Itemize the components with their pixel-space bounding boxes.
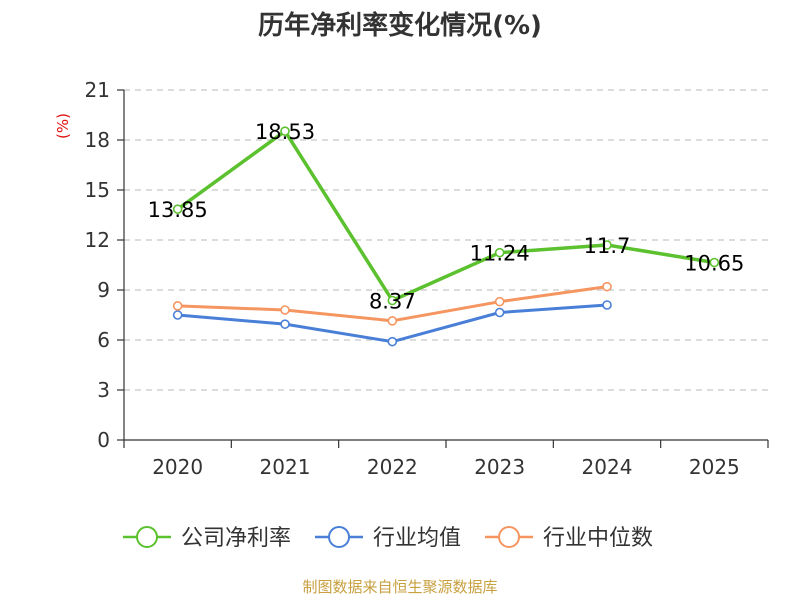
series-0 bbox=[172, 126, 720, 306]
y-tick-label: 6 bbox=[97, 328, 110, 352]
legend-label: 公司净利率 bbox=[181, 526, 291, 551]
series-line bbox=[176, 129, 715, 303]
data-labels: 13.85 18.53 8.37 11.24 11.7 10.65 bbox=[148, 120, 745, 313]
data-point bbox=[172, 204, 183, 214]
y-tick-label: 9 bbox=[97, 278, 110, 302]
data-point bbox=[602, 240, 612, 250]
legend: 公司净利率 行业均值 行业中位数 bbox=[123, 526, 653, 551]
y-tick-label: 0 bbox=[97, 428, 110, 452]
legend-label: 行业均值 bbox=[373, 526, 461, 551]
data-point bbox=[280, 126, 290, 136]
series-2 bbox=[172, 281, 612, 326]
y-tick-label: 12 bbox=[85, 228, 110, 252]
data-point bbox=[494, 247, 505, 258]
data-point bbox=[172, 301, 183, 311]
x-tick-label: 2023 bbox=[474, 455, 525, 479]
series-group bbox=[172, 126, 720, 347]
y-tick-label: 18 bbox=[85, 128, 110, 152]
y-tick-label: 3 bbox=[97, 378, 110, 402]
legend-item-2: 行业中位数 bbox=[485, 526, 653, 551]
data-point bbox=[387, 316, 398, 326]
data-point bbox=[280, 305, 290, 315]
data-label: 11.24 bbox=[470, 242, 530, 266]
legend-label: 行业中位数 bbox=[543, 526, 653, 551]
data-point bbox=[280, 319, 290, 329]
grid-lines bbox=[124, 89, 768, 391]
data-label: 10.65 bbox=[684, 252, 744, 276]
axes: 0 3 6 9 12 15 18 21 2020 2021 2022 2023 2024 2025 bbox=[85, 78, 769, 479]
data-point bbox=[387, 336, 398, 347]
data-label: 11.7 bbox=[584, 234, 631, 258]
legend-swatch-marker bbox=[328, 526, 351, 548]
data-point bbox=[602, 300, 612, 310]
legend-item-0: 公司净利率 bbox=[123, 526, 291, 551]
legend-item-1: 行业均值 bbox=[315, 526, 461, 551]
y-tick-label: 21 bbox=[85, 78, 110, 102]
x-tick-label: 2020 bbox=[152, 455, 203, 479]
data-point bbox=[494, 307, 505, 318]
x-tick-label: 2021 bbox=[260, 455, 311, 479]
data-point bbox=[387, 295, 398, 306]
x-tick-label: 2025 bbox=[689, 455, 740, 479]
source-note: 制图数据来自恒生聚源数据库 bbox=[302, 578, 497, 596]
data-point bbox=[602, 281, 612, 292]
data-point bbox=[494, 296, 505, 307]
legend-swatch-marker bbox=[136, 526, 158, 548]
data-label: 18.53 bbox=[255, 120, 315, 144]
data-point bbox=[709, 257, 720, 268]
chart-title: 历年净利率变化情况(%) bbox=[258, 10, 542, 41]
x-tick-label: 2022 bbox=[367, 455, 418, 479]
x-tick-label: 2024 bbox=[582, 455, 633, 479]
data-label: 13.85 bbox=[148, 198, 208, 222]
data-point bbox=[172, 310, 183, 320]
series-1 bbox=[172, 300, 612, 347]
data-label: 8.37 bbox=[369, 290, 416, 314]
y-tick-label: 15 bbox=[85, 178, 110, 202]
y-axis-label: (%) bbox=[54, 113, 72, 139]
legend-swatch-marker bbox=[498, 526, 521, 548]
